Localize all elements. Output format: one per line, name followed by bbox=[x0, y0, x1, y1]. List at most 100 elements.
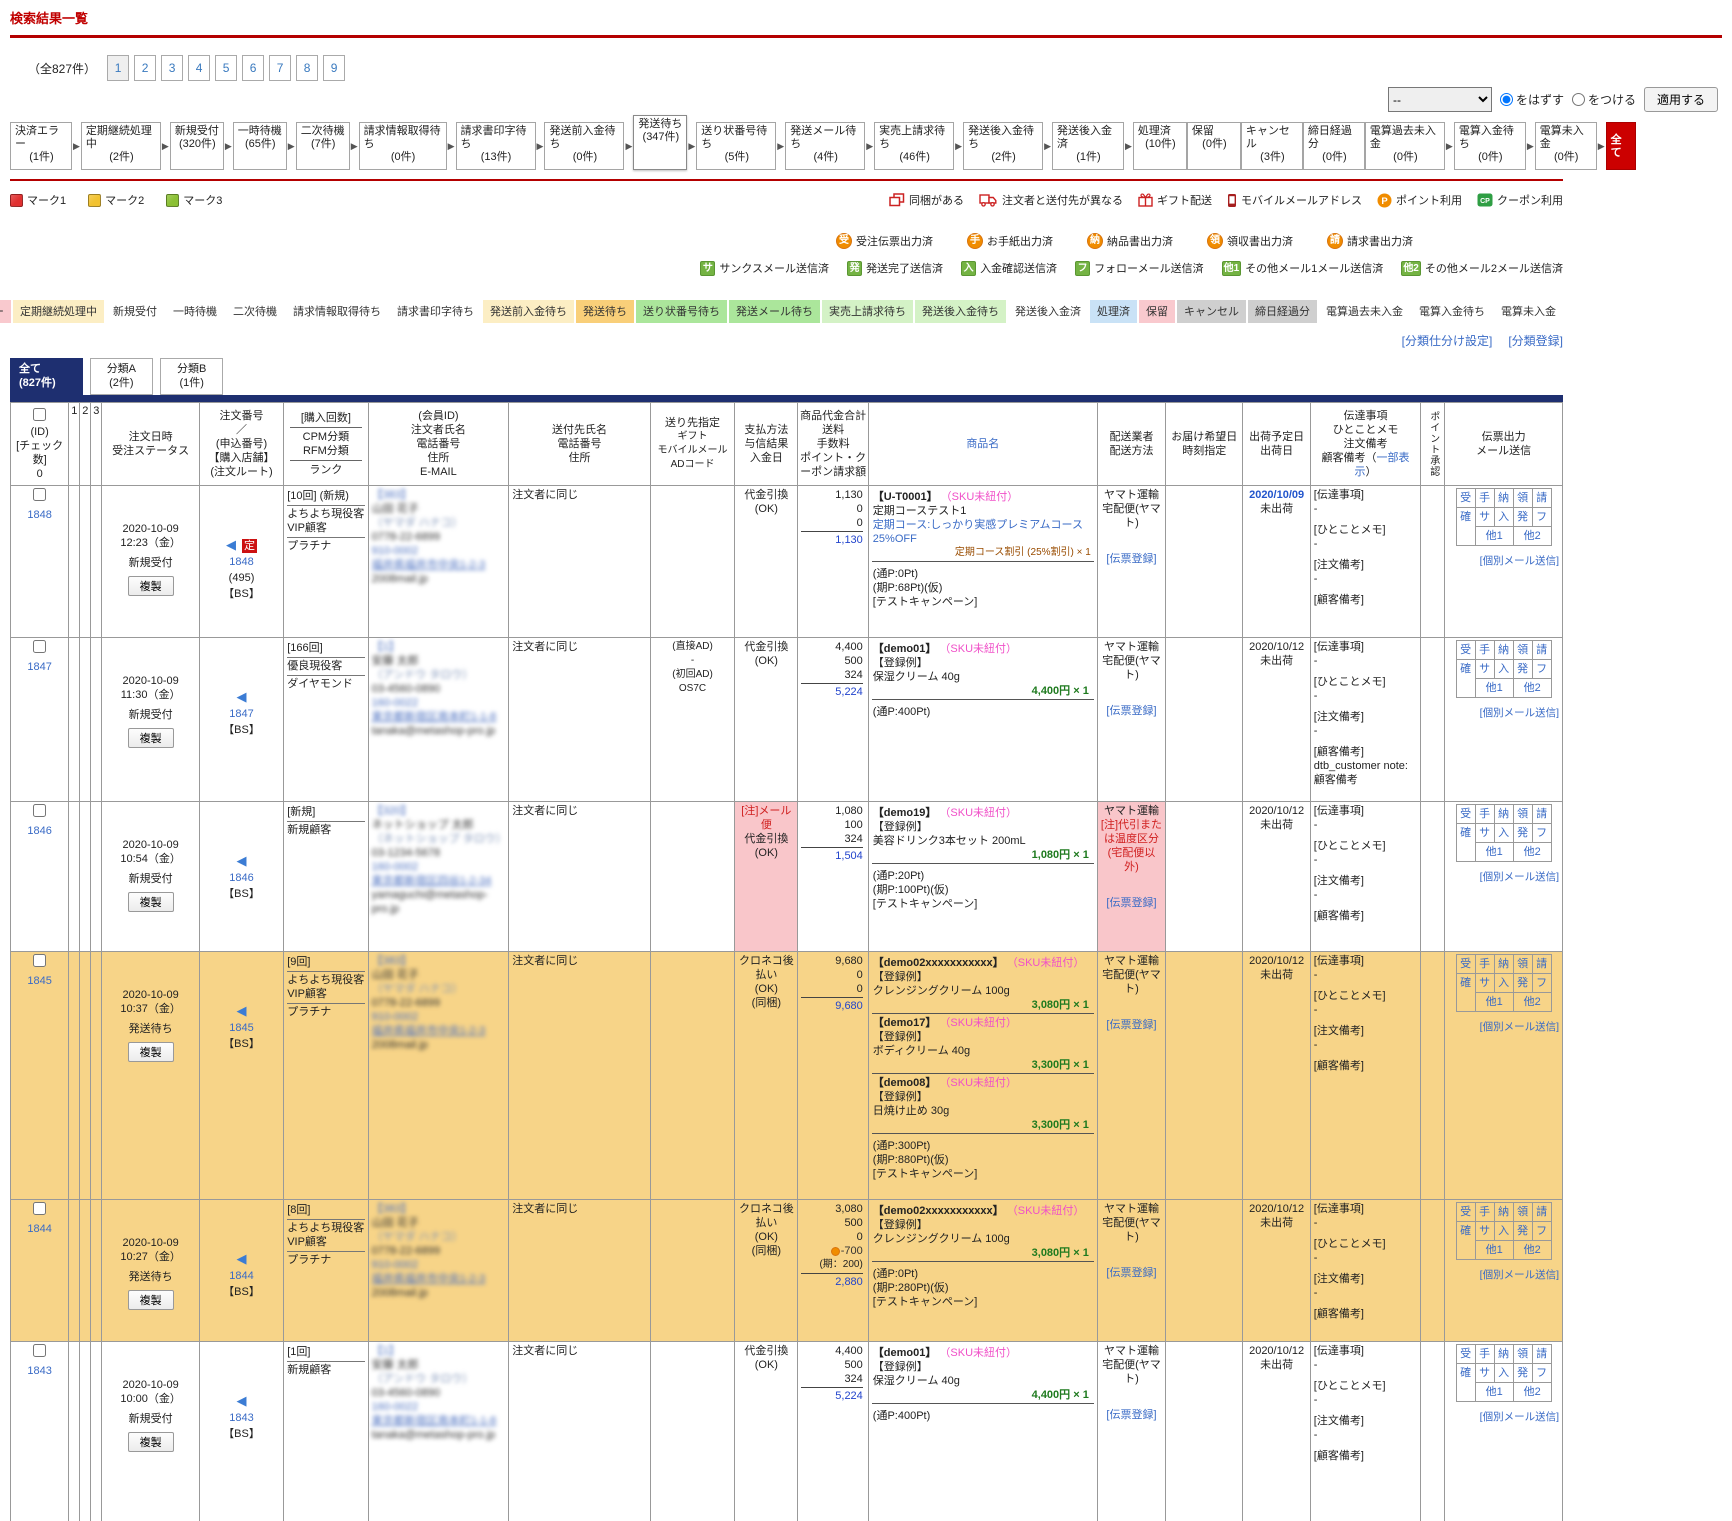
slip-button-納[interactable]: 納 bbox=[1493, 804, 1514, 824]
copy-button[interactable]: 複製 bbox=[127, 892, 174, 912]
order-number-link[interactable]: 1846 bbox=[229, 872, 254, 884]
slip-button-領[interactable]: 領 bbox=[1512, 1202, 1533, 1222]
order-checkbox-1846[interactable] bbox=[33, 804, 47, 817]
slip-button-領[interactable]: 領 bbox=[1512, 640, 1533, 660]
page-button-9[interactable]: 9 bbox=[323, 55, 346, 81]
apply-button[interactable]: 適用する bbox=[1643, 87, 1718, 112]
order-number-link[interactable]: 1847 bbox=[229, 708, 254, 720]
slip-button-請[interactable]: 請 bbox=[1531, 804, 1552, 824]
history-arrow-icon[interactable]: ◀ bbox=[236, 1251, 247, 1266]
mail-button-入[interactable]: 入 bbox=[1493, 1363, 1514, 1383]
slip-button-受[interactable]: 受 bbox=[1455, 488, 1476, 508]
slip-button-受[interactable]: 受 bbox=[1455, 954, 1476, 974]
order-id-link[interactable]: 1844 bbox=[27, 1223, 52, 1235]
tab-分類A[interactable]: 分類A (2件) bbox=[89, 358, 154, 395]
radio-add[interactable] bbox=[1571, 93, 1585, 106]
mail-button-発[interactable]: 発 bbox=[1512, 823, 1533, 843]
slip-register-link[interactable]: [伝票登録] bbox=[1106, 897, 1157, 909]
mail-button-他2[interactable]: 他2 bbox=[1512, 526, 1552, 546]
tab-分類B[interactable]: 分類B (1件) bbox=[160, 358, 224, 395]
order-number-link[interactable]: 1843 bbox=[229, 1412, 254, 1424]
mail-button-発[interactable]: 発 bbox=[1512, 659, 1533, 679]
status-button-キャンセル[interactable]: キャンセル (3件) bbox=[1240, 122, 1303, 170]
status-button-送り状番号待ち[interactable]: 送り状番号待ち (5件) bbox=[696, 122, 777, 170]
order-id-link[interactable]: 1845 bbox=[27, 975, 52, 987]
slip-button-手[interactable]: 手 bbox=[1474, 804, 1495, 824]
classification-settings-link[interactable]: [分類仕分け設定] bbox=[1401, 334, 1493, 348]
status-button-電算過去未入金[interactable]: 電算過去未入金 (0件) bbox=[1364, 122, 1445, 170]
mail-button-入[interactable]: 入 bbox=[1493, 973, 1514, 993]
slip-button-領[interactable]: 領 bbox=[1512, 1344, 1533, 1364]
status-button-新規受付[interactable]: 新規受付 (320件) bbox=[169, 122, 224, 170]
page-button-7[interactable]: 7 bbox=[269, 55, 292, 81]
individual-mail-link[interactable]: [個別メール送信] bbox=[1479, 1021, 1559, 1033]
page-button-1[interactable]: 1 bbox=[107, 55, 130, 81]
copy-button[interactable]: 複製 bbox=[127, 1042, 174, 1062]
order-checkbox-1847[interactable] bbox=[33, 640, 47, 653]
slip-button-納[interactable]: 納 bbox=[1493, 1202, 1514, 1222]
page-button-3[interactable]: 3 bbox=[161, 55, 184, 81]
status-button-定期継続処理中[interactable]: 定期継続処理中 (2件) bbox=[80, 122, 161, 170]
order-checkbox-1843[interactable] bbox=[33, 1344, 47, 1357]
history-arrow-icon[interactable]: ◀ bbox=[236, 1393, 247, 1408]
status-button-発送後入金待ち[interactable]: 発送後入金待ち (2件) bbox=[963, 122, 1044, 170]
page-button-4[interactable]: 4 bbox=[188, 55, 211, 81]
individual-mail-link[interactable]: [個別メール送信] bbox=[1479, 1269, 1559, 1281]
status-button-二次待機[interactable]: 二次待機 (7件) bbox=[295, 122, 350, 170]
mail-button-サ[interactable]: サ bbox=[1474, 973, 1495, 993]
mail-button-サ[interactable]: サ bbox=[1474, 1363, 1495, 1383]
slip-button-手[interactable]: 手 bbox=[1474, 488, 1495, 508]
individual-mail-link[interactable]: [個別メール送信] bbox=[1479, 1411, 1559, 1423]
history-arrow-icon[interactable]: ◀ bbox=[236, 689, 247, 704]
status-button-処理済[interactable]: 処理済 (10件) bbox=[1132, 122, 1187, 170]
mail-button-他1[interactable]: 他1 bbox=[1474, 842, 1514, 862]
ship-date-link[interactable]: 2020/10/09 bbox=[1249, 489, 1305, 501]
slip-button-領[interactable]: 領 bbox=[1512, 804, 1533, 824]
tab-全て[interactable]: 全て (827件) bbox=[10, 358, 83, 395]
slip-register-link[interactable]: [伝票登録] bbox=[1106, 553, 1157, 565]
status-button-請求情報取得待ち[interactable]: 請求情報取得待ち (0件) bbox=[358, 122, 447, 170]
history-arrow-icon[interactable]: ◀ bbox=[236, 853, 247, 868]
mail-button-他1[interactable]: 他1 bbox=[1474, 526, 1514, 546]
status-button-締日経過分[interactable]: 締日経過分 (0件) bbox=[1302, 122, 1365, 170]
slip-button-受[interactable]: 受 bbox=[1455, 640, 1476, 660]
slip-button-納[interactable]: 納 bbox=[1493, 488, 1514, 508]
page-button-8[interactable]: 8 bbox=[296, 55, 319, 81]
copy-button[interactable]: 複製 bbox=[127, 576, 174, 596]
status-button-請求書印字待ち[interactable]: 請求書印字待ち (13件) bbox=[455, 122, 536, 170]
confirm-button[interactable]: 確 bbox=[1455, 973, 1476, 1012]
slip-button-請[interactable]: 請 bbox=[1531, 1344, 1552, 1364]
order-id-link[interactable]: 1846 bbox=[27, 825, 52, 837]
slip-button-領[interactable]: 領 bbox=[1512, 488, 1533, 508]
status-button-一時待機[interactable]: 一時待機 (65件) bbox=[232, 122, 287, 170]
status-button-発送前入金待ち[interactable]: 発送前入金待ち (0件) bbox=[544, 122, 625, 170]
slip-button-請[interactable]: 請 bbox=[1531, 640, 1552, 660]
page-button-2[interactable]: 2 bbox=[134, 55, 157, 81]
mail-button-フ[interactable]: フ bbox=[1531, 507, 1552, 527]
order-id-link[interactable]: 1847 bbox=[27, 661, 52, 673]
mail-button-他2[interactable]: 他2 bbox=[1512, 678, 1552, 698]
confirm-button[interactable]: 確 bbox=[1455, 507, 1476, 546]
order-id-link[interactable]: 1843 bbox=[27, 1365, 52, 1377]
slip-register-link[interactable]: [伝票登録] bbox=[1106, 705, 1157, 717]
mail-button-フ[interactable]: フ bbox=[1531, 973, 1552, 993]
confirm-button[interactable]: 確 bbox=[1455, 823, 1476, 862]
partial-display-link[interactable]: 一部表示 bbox=[1354, 452, 1410, 478]
mail-button-サ[interactable]: サ bbox=[1474, 507, 1495, 527]
mail-button-フ[interactable]: フ bbox=[1531, 1363, 1552, 1383]
mail-button-他1[interactable]: 他1 bbox=[1474, 1240, 1514, 1260]
mail-button-フ[interactable]: フ bbox=[1531, 823, 1552, 843]
radio-remove[interactable] bbox=[1499, 93, 1513, 106]
individual-mail-link[interactable]: [個別メール送信] bbox=[1479, 555, 1559, 567]
mail-button-他1[interactable]: 他1 bbox=[1474, 992, 1514, 1012]
classification-register-link[interactable]: [分類登録] bbox=[1508, 334, 1563, 348]
slip-button-納[interactable]: 納 bbox=[1493, 954, 1514, 974]
slip-register-link[interactable]: [伝票登録] bbox=[1106, 1019, 1157, 1031]
mail-button-入[interactable]: 入 bbox=[1493, 823, 1514, 843]
individual-mail-link[interactable]: [個別メール送信] bbox=[1479, 707, 1559, 719]
slip-button-手[interactable]: 手 bbox=[1474, 1344, 1495, 1364]
bulk-action-select[interactable]: -- bbox=[1387, 87, 1492, 112]
mail-button-フ[interactable]: フ bbox=[1531, 1221, 1552, 1241]
history-arrow-icon[interactable]: ◀ bbox=[236, 1003, 247, 1018]
mail-button-発[interactable]: 発 bbox=[1512, 507, 1533, 527]
